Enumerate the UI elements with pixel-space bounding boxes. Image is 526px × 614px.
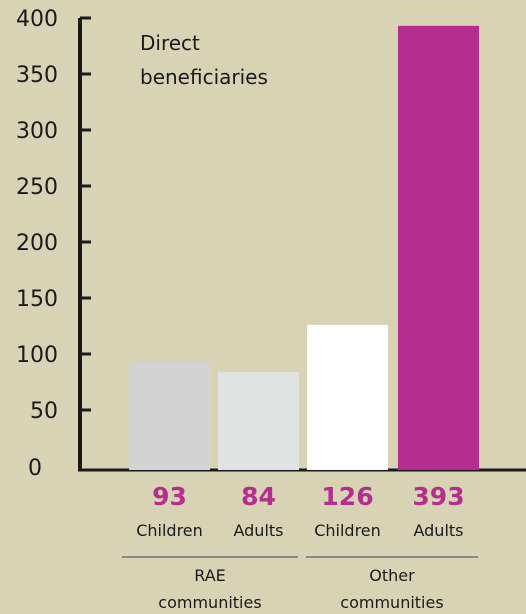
y-tick-label-350: 350: [16, 63, 58, 88]
group-label-1-line-2: communities: [340, 593, 443, 612]
group-label-1-line-1: Other: [369, 566, 415, 585]
y-tick-label-400: 400: [16, 7, 58, 32]
bar-0: [129, 361, 210, 470]
y-tick-label-250: 250: [16, 175, 58, 200]
group-label-0-line-1: RAE: [194, 566, 226, 585]
y-tick-label-200: 200: [16, 231, 58, 256]
category-label-1: Adults: [233, 521, 283, 540]
bar-1: [218, 371, 299, 470]
chart-title-line-2: beneficiaries: [140, 65, 268, 89]
bar-3: [398, 25, 479, 471]
bars: [129, 25, 479, 471]
value-label-1: 84: [241, 482, 276, 511]
value-label-2: 126: [321, 482, 373, 511]
category-label-0: Children: [136, 521, 203, 540]
category-label-3: Adults: [413, 521, 463, 540]
value-label-0: 93: [152, 482, 187, 511]
y-tick-label-300: 300: [16, 119, 58, 144]
category-label-2: Children: [314, 521, 381, 540]
bar-2: [307, 324, 388, 470]
y-tick-label-100: 100: [16, 343, 58, 368]
chart-title-line-1: Direct: [140, 31, 200, 55]
y-tick-label-50: 50: [30, 399, 58, 424]
y-tick-label-150: 150: [16, 287, 58, 312]
y-axis: 0 50 100 150 200 250 300 350 400: [16, 7, 526, 481]
group-label-0-line-2: communities: [158, 593, 261, 612]
labels: 93 Children 84 Adults 126 Children 393 Adults RA…: [122, 482, 478, 612]
value-label-3: 393: [412, 482, 464, 511]
y-tick-label-0: 0: [28, 456, 42, 481]
